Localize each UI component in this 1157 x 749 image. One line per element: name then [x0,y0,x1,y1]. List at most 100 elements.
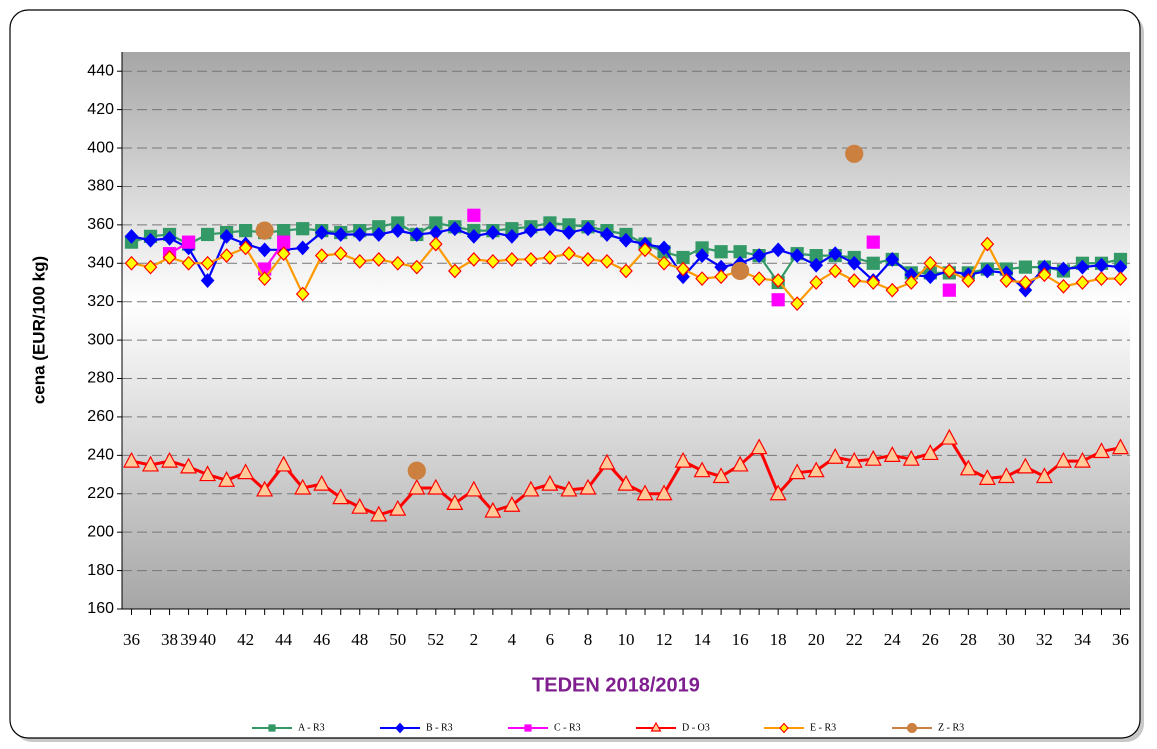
marker [714,245,728,259]
marker [619,263,633,279]
marker [409,227,424,242]
marker [752,271,766,287]
marker [143,232,158,248]
marker [276,246,291,262]
marker [1073,451,1091,468]
marker [409,259,424,275]
x-tick-label: 6 [546,630,555,649]
x-tick-label: 34 [1074,630,1092,649]
marker [395,722,405,734]
marker [828,263,843,279]
y-tick-label: 180 [87,562,114,579]
marker [257,271,272,287]
marker [200,255,215,271]
marker [467,252,481,267]
marker [866,275,881,290]
marker [980,263,995,279]
y-tick-label: 380 [87,178,114,195]
marker [655,484,673,501]
marker [200,227,215,242]
marker [978,469,996,485]
marker [314,248,329,263]
marker [143,259,158,275]
marker [866,235,880,249]
marker [255,221,274,240]
marker [543,221,557,237]
x-tick-label: 36 [1112,630,1129,649]
marker [674,451,692,468]
marker [1056,278,1071,294]
marker [695,248,709,263]
marker [1113,271,1128,287]
marker [142,455,160,472]
y-axis-title: cena (EUR/100 kg) [29,256,48,404]
marker [1056,261,1071,277]
marker [771,242,785,258]
marker [731,261,750,281]
marker [809,257,824,273]
marker [162,250,177,265]
y-tick-label: 300 [87,331,114,348]
x-tick-label: 20 [808,630,825,649]
marker [124,255,139,271]
marker [219,229,234,244]
marker [940,428,958,445]
x-tick-label: 38 [161,630,178,649]
x-tick-label: 12 [656,630,673,649]
x-axis-title: TEDEN 2018/2019 [532,674,700,696]
marker [600,227,614,242]
marker [181,235,196,249]
marker [371,227,386,242]
y-tick-label: 360 [87,216,114,233]
marker [256,480,274,497]
marker [560,480,578,497]
x-tick-label: 2 [470,630,479,649]
marker [562,225,576,240]
x-tick-label: 10 [618,630,635,649]
marker [638,242,652,258]
marker [997,467,1015,484]
x-tick-label: 39 [180,630,197,649]
x-tick-label: 40 [199,630,216,649]
marker [237,463,255,480]
marker [428,236,443,252]
marker [541,474,559,491]
x-tick-label: 18 [770,630,787,649]
marker [1035,467,1053,484]
marker [124,229,139,244]
marker [275,455,293,472]
marker [484,501,502,518]
marker [942,263,957,279]
marker [1037,267,1052,283]
marker [351,497,369,514]
marker [524,724,532,732]
marker [465,480,483,497]
marker [181,255,196,271]
y-tick-label: 220 [87,485,114,502]
marker [959,459,977,476]
y-tick-label: 420 [87,101,114,118]
marker [657,240,671,256]
marker [277,224,291,238]
marker [598,453,616,470]
marker [467,229,481,244]
x-tick-label: 24 [884,630,902,649]
marker [712,467,730,484]
x-tick-label: 46 [313,630,330,649]
marker [885,282,900,298]
marker [295,240,310,256]
marker [522,480,540,497]
marker [467,208,481,222]
plot-area [122,52,1130,609]
x-tick-label: 52 [427,630,444,649]
x-tick-label: 32 [1036,630,1053,649]
y-tick-label: 320 [87,293,114,310]
y-tick-label: 160 [87,600,114,617]
legend-label: A - R3 [298,722,325,733]
legend-label: E - R3 [810,722,836,733]
y-tick-label: 440 [87,62,114,79]
marker [828,246,843,262]
marker [847,255,862,271]
marker [486,253,500,269]
marker [650,721,662,732]
